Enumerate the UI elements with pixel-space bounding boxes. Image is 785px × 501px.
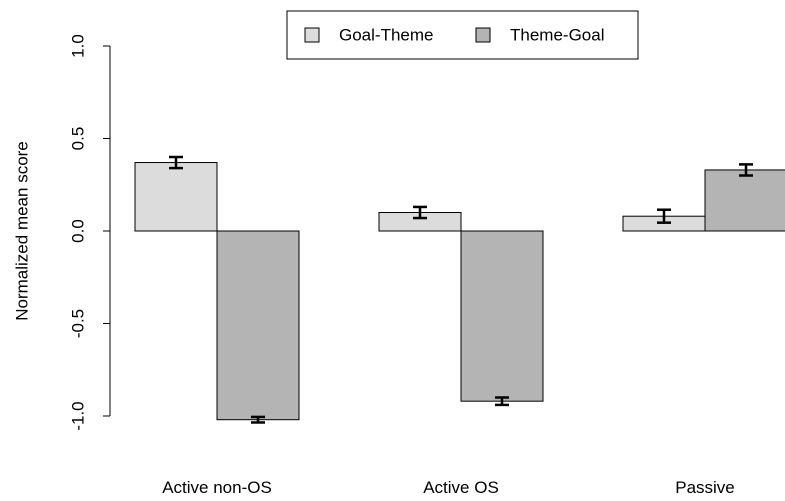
y-tick-label: 1.0 (69, 34, 88, 58)
error-bar (657, 208, 671, 224)
category-label: Active OS (423, 478, 499, 497)
y-tick-label: -0.5 (69, 309, 88, 338)
error-bar (169, 155, 183, 170)
bar (704, 169, 785, 232)
bar (134, 162, 218, 232)
category-label: Passive (675, 478, 735, 497)
legend: Goal-Theme Theme-Goal (286, 10, 639, 60)
category-label: Active non-OS (162, 478, 272, 497)
legend-box (286, 10, 639, 60)
error-bar (413, 205, 427, 220)
bars (134, 155, 785, 424)
legend-label: Goal-Theme (339, 26, 433, 45)
error-bar (251, 415, 265, 424)
legend-swatch (475, 27, 491, 43)
bar (216, 230, 300, 421)
bar (460, 230, 544, 402)
error-bar (739, 163, 753, 177)
y-tick-label: 0.5 (69, 127, 88, 151)
category-labels: Active non-OS Active OS Passive (162, 478, 735, 497)
legend-swatch (304, 27, 320, 43)
legend-label: Theme-Goal (510, 26, 604, 45)
y-axis-title: Normalized mean score (13, 141, 32, 321)
error-bar (495, 396, 509, 407)
y-tick-label: -1.0 (69, 401, 88, 430)
y-axis: -1.0 -0.5 0.0 0.5 1.0 (69, 34, 111, 431)
y-tick-label: 0.0 (69, 219, 88, 243)
